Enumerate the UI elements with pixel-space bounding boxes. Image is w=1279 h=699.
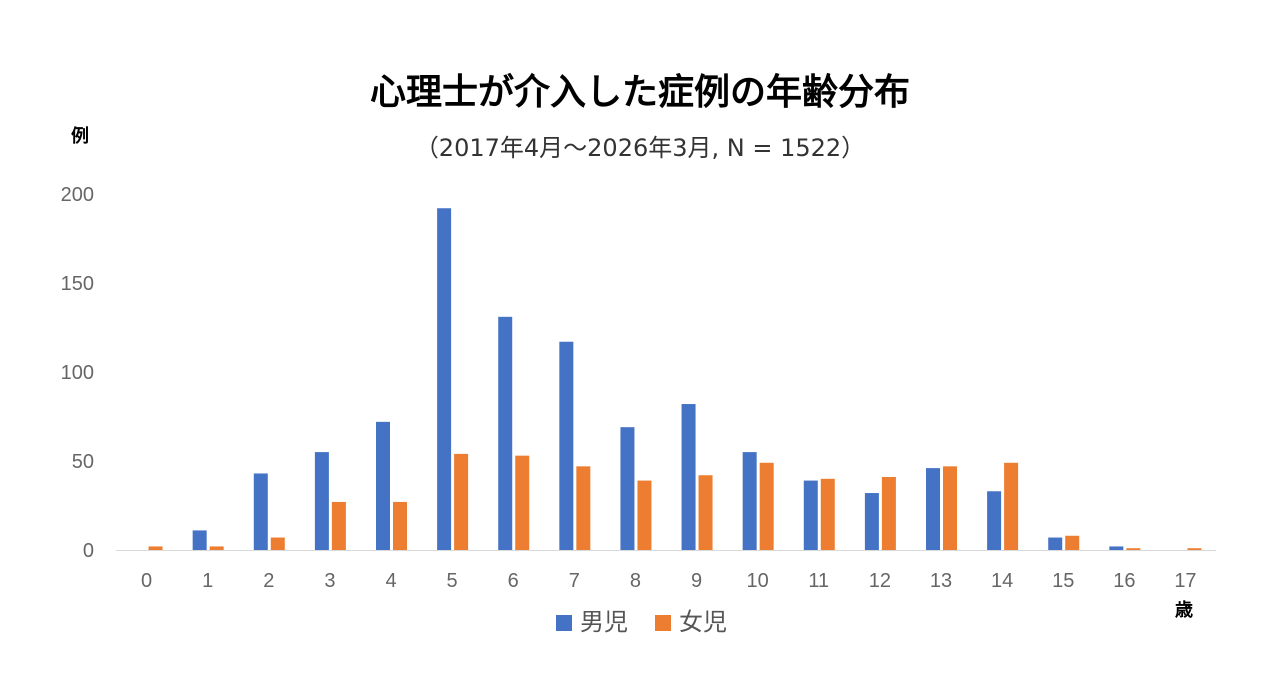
- x-tick-label: 9: [691, 570, 702, 592]
- x-tick-label: 5: [447, 570, 458, 592]
- bar-female-age-15: [1065, 535, 1080, 550]
- x-tick-label: 10: [747, 570, 769, 592]
- bar-male-age-13: [926, 468, 940, 550]
- bar-male-age-2: [253, 473, 268, 550]
- x-tick-label: 8: [630, 570, 641, 592]
- bars-group: [148, 208, 1202, 551]
- bar-male-age-3: [314, 452, 329, 550]
- bar-female-age-2: [270, 537, 285, 550]
- bar-male-age-4: [376, 421, 390, 550]
- bar-female-age-12: [881, 477, 896, 550]
- y-tick-label: 150: [61, 273, 94, 295]
- x-tick-label: 3: [324, 570, 335, 592]
- y-axis-unit-label: 例: [71, 125, 89, 147]
- legend-swatch-male: [556, 615, 572, 631]
- bar-male-age-11: [803, 480, 818, 550]
- y-tick-label: 50: [72, 451, 94, 473]
- x-tick-label: 15: [1052, 570, 1074, 592]
- bar-female-age-17: [1187, 548, 1202, 550]
- bar-male-age-9: [681, 404, 696, 550]
- x-tick-label: 16: [1113, 570, 1135, 592]
- legend-label-male: 男児: [580, 608, 628, 636]
- x-tick-label: 2: [263, 570, 274, 592]
- bar-male-age-5: [437, 208, 452, 551]
- x-tick-label: 13: [930, 570, 952, 592]
- legend: 男児 女児: [556, 608, 727, 636]
- x-tick-label: 12: [869, 570, 891, 592]
- bar-male-age-12: [864, 493, 879, 550]
- bar-female-age-7: [576, 466, 591, 550]
- y-axis-ticks: 0 50 100 150 200: [61, 184, 94, 562]
- bar-male-age-8: [620, 427, 635, 550]
- x-tick-label: 6: [508, 570, 519, 592]
- x-tick-label: 4: [385, 570, 396, 592]
- y-tick-label: 100: [61, 362, 94, 384]
- bar-female-age-8: [637, 480, 652, 550]
- bar-female-age-6: [515, 455, 530, 550]
- bar-male-age-14: [987, 491, 1002, 550]
- bar-female-age-10: [759, 462, 774, 550]
- x-tick-label: 1: [202, 570, 213, 592]
- bar-female-age-9: [698, 475, 713, 550]
- y-tick-label: 200: [61, 184, 94, 206]
- x-tick-label: 0: [141, 570, 152, 592]
- bar-female-age-1: [209, 546, 224, 550]
- y-tick-label: 0: [83, 540, 94, 562]
- legend-swatch-female: [655, 615, 671, 631]
- bar-male-age-6: [498, 316, 513, 550]
- bar-female-age-3: [331, 501, 346, 550]
- bar-female-age-14: [1004, 462, 1019, 550]
- x-axis-ticks: 0 1 2 3 4 5 6 7 8 9 10 11 12 13 14 15 16 17: [141, 570, 1197, 592]
- x-axis-unit-label: 歳: [1175, 600, 1193, 621]
- bar-male-age-1: [192, 530, 207, 550]
- chart-subtitle: （2017年4月～2026年3月, N = 1522）: [415, 134, 865, 162]
- chart-title: 心理士が介入した症例の年齢分布: [370, 72, 910, 113]
- bar-male-age-15: [1048, 537, 1063, 550]
- x-tick-label: 14: [991, 570, 1013, 592]
- x-tick-label: 17: [1174, 570, 1196, 592]
- bar-male-age-7: [559, 341, 574, 550]
- bar-male-age-16: [1109, 546, 1124, 550]
- bar-male-age-10: [742, 452, 757, 550]
- x-tick-label: 7: [569, 570, 580, 592]
- bar-female-age-5: [454, 453, 469, 550]
- bar-female-age-11: [820, 478, 835, 550]
- bar-female-age-4: [393, 501, 407, 550]
- legend-label-female: 女児: [679, 608, 727, 636]
- bar-female-age-0: [148, 546, 163, 550]
- bar-female-age-13: [943, 466, 957, 550]
- bar-female-age-16: [1126, 548, 1141, 550]
- x-tick-label: 11: [808, 570, 829, 592]
